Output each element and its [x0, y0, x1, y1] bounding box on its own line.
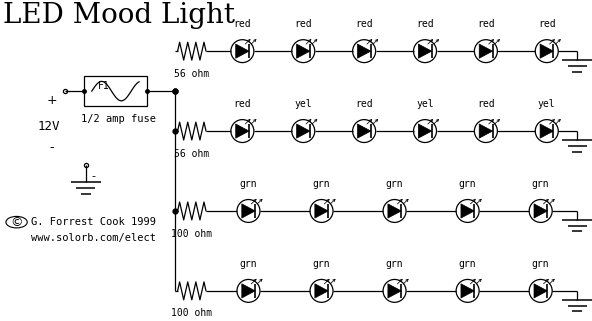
Text: red: red: [294, 20, 312, 30]
Polygon shape: [358, 124, 371, 138]
Text: yel: yel: [294, 100, 312, 109]
Text: grn: grn: [532, 179, 549, 189]
Polygon shape: [315, 204, 328, 218]
Polygon shape: [419, 44, 432, 58]
Text: grn: grn: [313, 259, 330, 269]
Text: grn: grn: [240, 259, 258, 269]
Text: F1: F1: [98, 81, 110, 91]
Text: red: red: [416, 20, 434, 30]
Polygon shape: [242, 284, 255, 298]
Text: red: red: [477, 20, 495, 30]
Polygon shape: [297, 124, 310, 138]
Bar: [85, 76, 146, 106]
Text: 1/2 amp fuse: 1/2 amp fuse: [81, 114, 156, 124]
Text: ©: ©: [10, 216, 23, 229]
Text: grn: grn: [313, 179, 330, 189]
Polygon shape: [315, 284, 328, 298]
Polygon shape: [479, 44, 493, 58]
Polygon shape: [479, 124, 493, 138]
Text: red: red: [234, 20, 251, 30]
Polygon shape: [461, 204, 474, 218]
Text: 56 ohm: 56 ohm: [174, 69, 210, 79]
Text: www.solorb.com/elect: www.solorb.com/elect: [31, 233, 156, 243]
Text: -: -: [50, 141, 54, 154]
Polygon shape: [242, 204, 255, 218]
Text: red: red: [355, 100, 373, 109]
Polygon shape: [388, 284, 401, 298]
Text: red: red: [538, 20, 555, 30]
Text: +: +: [47, 94, 57, 107]
Text: grn: grn: [240, 179, 258, 189]
Polygon shape: [461, 284, 474, 298]
Text: LED Mood Light: LED Mood Light: [3, 2, 235, 29]
Polygon shape: [388, 204, 401, 218]
Text: red: red: [355, 20, 373, 30]
Text: red: red: [234, 100, 251, 109]
Text: 12V: 12V: [37, 120, 60, 133]
Text: grn: grn: [459, 179, 477, 189]
Polygon shape: [236, 124, 249, 138]
Text: grn: grn: [386, 179, 403, 189]
Polygon shape: [358, 44, 371, 58]
Text: 100 ohm: 100 ohm: [171, 229, 213, 239]
Text: 56 ohm: 56 ohm: [174, 149, 210, 159]
Text: grn: grn: [459, 259, 477, 269]
Text: grn: grn: [386, 259, 403, 269]
Text: G. Forrest Cook 1999: G. Forrest Cook 1999: [31, 217, 156, 227]
Text: yel: yel: [538, 100, 555, 109]
Polygon shape: [540, 44, 554, 58]
Polygon shape: [534, 204, 548, 218]
Polygon shape: [534, 284, 548, 298]
Text: grn: grn: [532, 259, 549, 269]
Polygon shape: [236, 44, 249, 58]
Polygon shape: [419, 124, 432, 138]
Text: -: -: [92, 171, 96, 181]
Polygon shape: [297, 44, 310, 58]
Polygon shape: [540, 124, 554, 138]
Text: 100 ohm: 100 ohm: [171, 308, 213, 318]
Text: red: red: [477, 100, 495, 109]
Text: yel: yel: [416, 100, 434, 109]
